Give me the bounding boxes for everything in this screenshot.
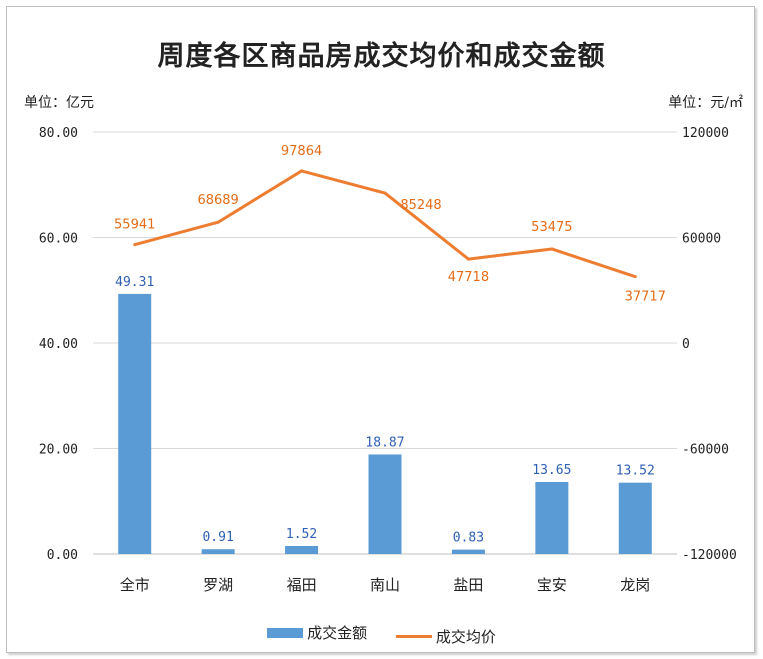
- legend-item-amount[interactable]: 成交金额: [267, 622, 367, 643]
- right-tick-label: 0: [682, 337, 690, 352]
- right-tick-label: 120000: [682, 126, 729, 141]
- bar-value-label: 1.52: [286, 527, 317, 542]
- bar: [535, 481, 569, 554]
- line-point: [550, 247, 554, 251]
- bar-value-label: 13.65: [532, 463, 571, 478]
- line-value-label: 55941: [114, 218, 155, 233]
- left-tick-label: 60.00: [39, 232, 78, 247]
- bar: [285, 545, 319, 554]
- bar-value-label: 0.83: [453, 531, 484, 546]
- category-label: 罗湖: [203, 576, 233, 594]
- legend-label-amount: 成交金额: [307, 624, 368, 642]
- bar-value-label: 0.91: [202, 530, 233, 545]
- left-tick-label: 0.00: [47, 548, 78, 563]
- line-value-label: 53475: [531, 220, 572, 235]
- chart-title: 周度各区商品房成交均价和成交金额: [157, 41, 606, 72]
- line-value-label: 37717: [625, 290, 666, 305]
- line-value-label: 85248: [400, 198, 441, 213]
- bar-value-label: 13.52: [616, 464, 655, 479]
- category-label: 宝安: [537, 576, 567, 594]
- right-tick-label: 60000: [682, 232, 721, 247]
- left-tick-label: 40.00: [39, 337, 78, 352]
- legend-swatch-bar: [267, 627, 304, 638]
- line-point: [383, 191, 387, 195]
- legend-item-price[interactable]: 成交均价: [395, 626, 496, 647]
- category-label: 龙岗: [620, 576, 650, 594]
- bar-value-label: 49.31: [115, 275, 154, 290]
- bar: [451, 549, 485, 554]
- line-value-label: 68689: [197, 193, 238, 208]
- bar: [201, 549, 235, 554]
- line-point: [133, 243, 137, 247]
- category-label: 全市: [120, 576, 150, 594]
- line-point: [216, 220, 220, 224]
- chart-legend: 成交金额 成交均价: [0, 622, 763, 647]
- category-label: 盐田: [453, 576, 483, 594]
- line-point: [300, 169, 304, 173]
- left-tick-label: 80.00: [39, 126, 78, 141]
- bar: [368, 454, 402, 554]
- bar: [118, 293, 152, 554]
- right-tick-label: -60000: [682, 443, 729, 458]
- category-label: 南山: [370, 576, 400, 594]
- line-value-label: 97864: [281, 144, 322, 159]
- line-point: [466, 257, 470, 261]
- legend-label-price: 成交均价: [435, 627, 496, 646]
- right-axis-unit: 单位：元/㎡: [668, 95, 743, 111]
- legend-swatch-line: [395, 634, 432, 638]
- line-point: [633, 275, 637, 279]
- bar-value-label: 18.87: [365, 435, 404, 450]
- line-value-label: 47718: [448, 270, 489, 285]
- left-axis-unit: 单位：亿元: [24, 95, 94, 111]
- bar: [618, 482, 652, 554]
- left-tick-label: 20.00: [39, 443, 78, 458]
- right-tick-label: -120000: [682, 548, 737, 563]
- category-label: 福田: [287, 576, 317, 594]
